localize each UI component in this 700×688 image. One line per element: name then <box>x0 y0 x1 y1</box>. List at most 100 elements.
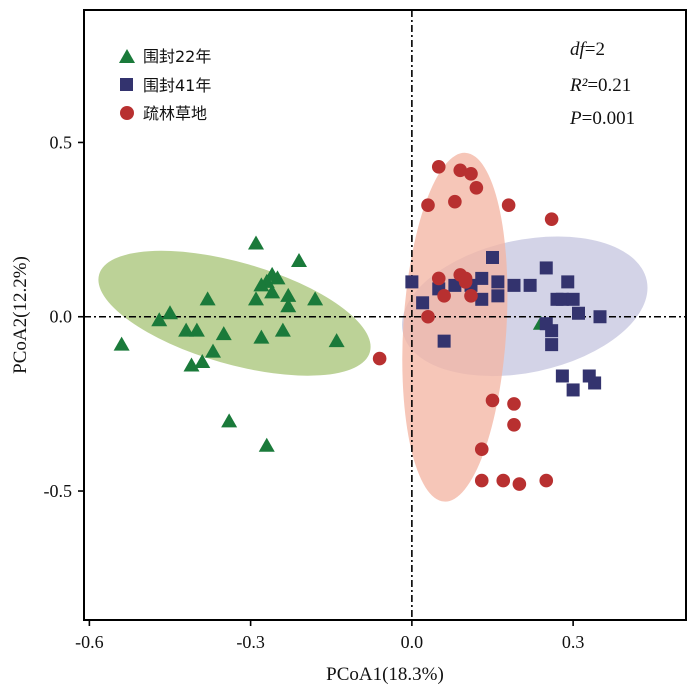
legend-marker-circle <box>120 106 134 120</box>
point-series-3 <box>453 163 468 178</box>
point-series-3 <box>431 160 446 174</box>
legend-label-series-2: 围封41年 <box>143 76 211 95</box>
legend: 围封22年 围封41年 疏林草地 <box>119 47 211 123</box>
point-series-3 <box>372 351 387 366</box>
point-series-3 <box>507 397 521 411</box>
stat-df-value: =2 <box>585 39 605 60</box>
point-series-1 <box>205 343 221 358</box>
point-series-2 <box>437 334 451 348</box>
stat-r2-value: =0.21 <box>587 75 631 96</box>
point-series-3 <box>458 275 473 289</box>
point-series-3 <box>507 418 521 432</box>
point-series-2 <box>545 338 559 352</box>
point-series-2 <box>566 292 580 306</box>
stat-df-label: df <box>570 39 588 60</box>
statistics-annotation: df=2 R²=0.21 P=0.001 <box>569 39 635 129</box>
confidence-ellipse-3 <box>402 152 508 502</box>
confidence-ellipses <box>98 152 648 502</box>
point-series-1 <box>307 291 324 306</box>
point-series-3 <box>501 198 516 212</box>
point-series-2 <box>416 296 430 310</box>
legend-label-series-1: 围封22年 <box>143 47 211 66</box>
point-series-3 <box>496 473 511 488</box>
legend-marker-triangle <box>119 49 135 63</box>
point-series-1 <box>328 333 345 348</box>
point-series-1 <box>258 437 275 452</box>
point-series-3 <box>421 198 435 212</box>
point-series-2 <box>566 383 580 397</box>
point-series-1 <box>188 322 205 337</box>
stat-p-label: P <box>569 108 582 129</box>
point-series-2 <box>475 292 489 306</box>
point-series-2 <box>491 289 505 303</box>
point-series-1 <box>215 326 232 341</box>
point-series-3 <box>544 212 559 226</box>
point-series-2 <box>588 376 602 390</box>
point-series-2 <box>539 317 553 331</box>
point-series-1 <box>221 413 238 428</box>
point-series-3 <box>474 473 489 488</box>
point-series-3 <box>485 393 500 408</box>
stat-p: P=0.001 <box>569 108 635 129</box>
point-series-2 <box>555 292 569 306</box>
point-series-3 <box>431 271 446 286</box>
y-tick-label: 0.5 <box>50 132 73 152</box>
reference-lines <box>84 10 686 620</box>
point-series-3 <box>539 473 554 488</box>
confidence-ellipse-1 <box>98 250 371 376</box>
point-series-2 <box>593 310 607 324</box>
y-tick-label: 0.0 <box>50 307 73 327</box>
point-series-1 <box>194 354 211 369</box>
x-axis-title: PCoA1(18.3%) <box>326 664 444 685</box>
point-series-1 <box>178 322 195 337</box>
x-tick-label: 0.0 <box>401 632 424 652</box>
stat-p-value: =0.001 <box>582 108 635 129</box>
plot-frame <box>83 9 687 621</box>
point-series-2 <box>448 278 462 292</box>
point-series-1 <box>113 336 130 351</box>
point-series-3 <box>421 309 435 324</box>
point-series-2 <box>561 275 575 289</box>
y-tick-label: -0.5 <box>44 481 73 501</box>
point-series-1 <box>151 312 168 327</box>
x-tick-label: -0.6 <box>75 632 104 652</box>
point-series-3 <box>464 167 478 181</box>
point-series-2 <box>523 278 537 292</box>
point-series-2 <box>405 275 419 289</box>
x-tick-label: 0.3 <box>562 632 585 652</box>
point-series-3 <box>448 194 462 209</box>
x-tick-label: -0.3 <box>236 632 265 652</box>
point-series-1 <box>248 291 264 306</box>
point-series-1 <box>253 277 270 292</box>
point-series-2 <box>486 250 499 264</box>
point-series-3 <box>469 180 484 195</box>
stat-r2-label: R² <box>569 75 588 96</box>
legend-marker-square <box>120 78 133 91</box>
axis-ticks: -0.6 -0.3 0.0 0.3 -0.5 0.0 0.5 <box>44 132 585 652</box>
point-series-3 <box>437 289 451 303</box>
point-series-1 <box>280 287 297 302</box>
point-series-1 <box>199 291 216 306</box>
point-series-2 <box>572 306 585 320</box>
point-series-2 <box>475 271 489 285</box>
stat-r2: R²=0.21 <box>569 75 631 96</box>
point-series-2 <box>507 278 521 292</box>
point-series-3 <box>474 442 489 457</box>
legend-label-series-3: 疏林草地 <box>143 104 207 123</box>
point-series-1 <box>253 329 270 344</box>
point-series-1 <box>162 305 178 320</box>
point-series-1 <box>264 284 281 299</box>
point-series-3 <box>512 477 527 491</box>
stat-df: df=2 <box>570 39 605 60</box>
point-series-1 <box>248 235 264 250</box>
y-axis-title: PCoA2(12.2%) <box>10 256 31 374</box>
point-series-1 <box>264 266 281 281</box>
point-series-2 <box>555 369 569 383</box>
point-series-1 <box>183 357 200 372</box>
point-series-1 <box>291 252 307 267</box>
point-series-1 <box>274 322 291 337</box>
data-points <box>113 160 607 491</box>
point-series-2 <box>491 275 505 289</box>
point-series-2 <box>539 261 553 275</box>
